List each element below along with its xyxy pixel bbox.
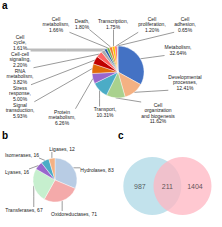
svg-text:cycle,: cycle, — [13, 39, 27, 45]
svg-text:6.26%: 6.26% — [55, 120, 70, 126]
svg-text:metabolism,: metabolism, — [42, 21, 70, 27]
svg-text:Oxidoreductases, 71: Oxidoreductases, 71 — [51, 211, 97, 217]
svg-text:Death,: Death, — [74, 18, 90, 25]
svg-text:Isomerases, 16: Isomerases, 16 — [5, 152, 39, 158]
svg-text:0.65%: 0.65% — [178, 27, 193, 33]
svg-text:Stress: Stress — [12, 84, 28, 91]
svg-text:processes,: processes, — [172, 79, 198, 85]
svg-text:32.64%: 32.64% — [170, 50, 188, 56]
svg-text:and biogenesis: and biogenesis — [141, 112, 175, 119]
svg-text:1.20%: 1.20% — [145, 27, 160, 33]
svg-text:Cell-cell: Cell-cell — [11, 50, 29, 57]
svg-text:12.41%: 12.41% — [177, 85, 195, 91]
svg-text:211: 211 — [162, 183, 173, 190]
svg-text:metabolism,: metabolism, — [6, 73, 34, 79]
svg-text:RNA: RNA — [14, 67, 26, 74]
svg-text:1404: 1404 — [187, 183, 203, 190]
svg-text:Hydrolases, 83: Hydrolases, 83 — [80, 167, 114, 173]
svg-text:adhesion,: adhesion, — [174, 21, 196, 27]
svg-text:3.82%: 3.82% — [13, 79, 28, 85]
svg-text:Developmental: Developmental — [168, 73, 202, 80]
svg-text:Metabolism,: Metabolism, — [164, 44, 192, 51]
svg-text:proliferation,: proliferation, — [138, 21, 166, 27]
svg-text:transduction,: transduction, — [5, 107, 35, 113]
svg-text:Cell: Cell — [15, 33, 25, 40]
svg-text:10.31%: 10.31% — [97, 112, 115, 118]
svg-text:5.93%: 5.93% — [13, 113, 28, 119]
svg-text:1.80%: 1.80% — [75, 24, 90, 30]
svg-text:Transcription,: Transcription, — [97, 18, 129, 25]
svg-text:Ligases, 12: Ligases, 12 — [49, 146, 75, 152]
svg-text:987: 987 — [134, 183, 146, 190]
svg-text:1.66%: 1.66% — [49, 27, 64, 33]
svg-text:response,: response, — [9, 90, 31, 96]
svg-text:Cell: Cell — [147, 15, 157, 22]
svg-text:2.20%: 2.20% — [13, 62, 28, 68]
svg-text:Transport,: Transport, — [93, 106, 117, 113]
svg-text:Lyases, 16: Lyases, 16 — [5, 169, 29, 175]
svg-text:5.00%: 5.00% — [13, 96, 28, 102]
svg-text:Cell: Cell — [180, 15, 190, 22]
svg-text:c: c — [118, 130, 124, 141]
svg-text:Protein: Protein — [54, 108, 70, 115]
svg-text:Cell: Cell — [51, 15, 61, 22]
svg-text:1.75%: 1.75% — [106, 24, 121, 30]
svg-text:Signal: Signal — [13, 101, 27, 108]
svg-text:signaling,: signaling, — [9, 56, 31, 62]
svg-text:Transferases, 67: Transferases, 67 — [5, 207, 43, 213]
svg-text:Cell: Cell — [153, 101, 163, 108]
svg-text:a: a — [2, 0, 8, 11]
svg-text:organization: organization — [144, 107, 172, 114]
svg-text:11.62%: 11.62% — [150, 118, 167, 124]
svg-text:b: b — [2, 130, 8, 141]
svg-text:1.61%: 1.61% — [13, 45, 28, 51]
svg-text:metabolism,: metabolism, — [48, 114, 76, 120]
